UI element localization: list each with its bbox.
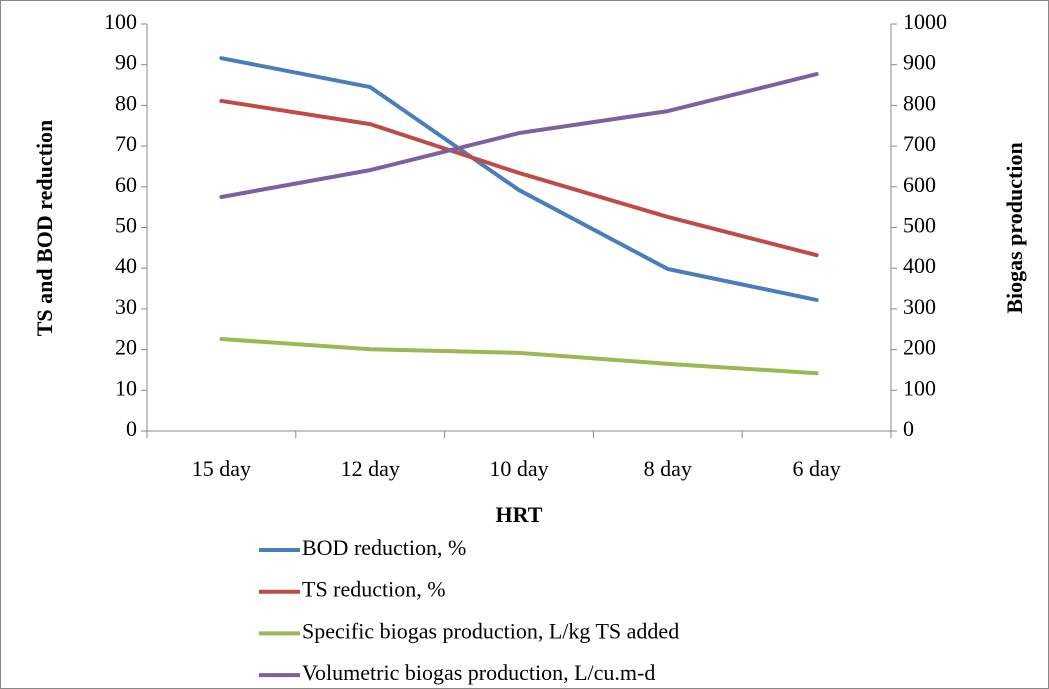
x-tick-label: 12 day bbox=[341, 456, 400, 481]
y-tick-label: 0 bbox=[126, 416, 137, 441]
series-line bbox=[219, 337, 819, 376]
x-tick-label: 8 day bbox=[644, 456, 692, 481]
series-line bbox=[219, 98, 819, 258]
y2-tick-label: 500 bbox=[903, 213, 936, 238]
series-line bbox=[219, 56, 819, 302]
y-tick-label: 60 bbox=[115, 172, 137, 197]
y-tick-label: 90 bbox=[115, 50, 137, 75]
legend-label: TS reduction, % bbox=[302, 577, 446, 602]
y-tick-label: 50 bbox=[115, 213, 137, 238]
y-tick-label: 10 bbox=[115, 375, 137, 400]
y-tick-label: 30 bbox=[115, 294, 137, 319]
legend-label: Specific biogas production, L/kg TS adde… bbox=[302, 618, 679, 643]
y-tick-label: 80 bbox=[115, 90, 137, 115]
y2-tick-label: 300 bbox=[903, 294, 936, 319]
y2-tick-label: 700 bbox=[903, 131, 936, 156]
x-tick-label: 10 day bbox=[489, 456, 548, 481]
x-tick-label: 6 day bbox=[792, 456, 840, 481]
y2-tick-label: 600 bbox=[903, 172, 936, 197]
y2-tick-label: 900 bbox=[903, 50, 936, 75]
y2-tick-label: 0 bbox=[903, 416, 914, 441]
y-tick-label: 20 bbox=[115, 335, 137, 360]
y-tick-label: 100 bbox=[104, 9, 137, 34]
y2-tick-label: 100 bbox=[903, 375, 936, 400]
y2-tick-label: 1000 bbox=[903, 9, 947, 34]
y-axis-label: TS and BOD reduction bbox=[32, 120, 57, 337]
legend-label: Volumetric biogas production, L/cu.m-d bbox=[302, 660, 655, 685]
series-line bbox=[219, 72, 819, 199]
y2-axis-label: Biogas production bbox=[1002, 142, 1027, 313]
y2-tick-label: 800 bbox=[903, 90, 936, 115]
x-axis-label: HRT bbox=[496, 502, 543, 527]
y-tick-label: 70 bbox=[115, 131, 137, 156]
y2-tick-label: 400 bbox=[903, 253, 936, 278]
y2-tick-label: 200 bbox=[903, 335, 936, 360]
y-tick-label: 40 bbox=[115, 253, 137, 278]
x-tick-label: 15 day bbox=[192, 456, 251, 481]
legend-label: BOD reduction, % bbox=[302, 535, 466, 560]
